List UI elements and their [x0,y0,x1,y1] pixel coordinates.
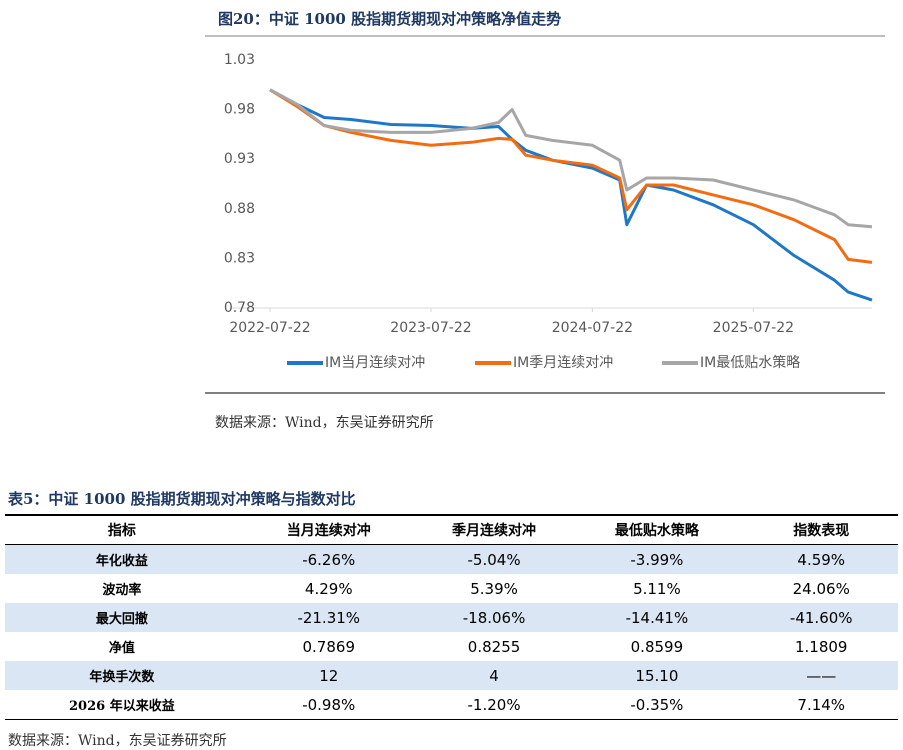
series-line [269,88,873,264]
y-tick-label: 0.93 [224,151,255,167]
table: 指标 当月连续对冲 季月连续对冲 最低贴水策略 指数表现 年化收益 -6.26% -5.04%… [5,514,898,720]
table-cell: 7.14% [744,690,898,720]
x-tick-label: 2022-07-22 [229,320,310,336]
series-line [269,88,873,302]
table-cell: 15.10 [569,661,745,690]
table-row: 波动率 4.29% 5.39% 5.11% 24.06% [5,574,898,603]
table-row: 年换手次数 12 4 15.10 —— [5,661,898,690]
table-cell: 2026 年以来收益 [5,690,239,720]
table-cell: -41.60% [744,603,898,632]
table-cell: -0.35% [569,690,745,720]
table-row: 净值 0.7869 0.8255 0.8599 1.1809 [5,632,898,661]
table-cell: 12 [238,661,419,690]
x-tick-label: 2025-07-22 [713,320,794,336]
column-header: 季月连续对冲 [418,514,570,545]
table-row: 最大回撤 -21.31% -18.06% -14.41% -41.60% [5,603,898,632]
legend-label: IM季月连续对冲 [513,354,613,371]
column-header: 指数表现 [744,514,898,545]
x-tick-label: 2024-07-22 [552,320,633,336]
table-cell: -14.41% [569,603,745,632]
column-header: 最低贴水策略 [569,514,745,545]
table-title: 表5：中证 1000 股指期货期现对冲策略与指数对比 [8,490,356,508]
y-tick-label: 0.83 [224,250,255,266]
table-cell: 0.8255 [467,637,521,656]
chart-source: 数据来源：Wind，东吴证券研究所 [215,415,434,431]
table-cell: -18.06% [418,603,570,632]
y-tick-label: 0.88 [224,201,255,217]
table-cell: 4.29% [304,579,353,598]
table-cell: 1.1809 [794,637,848,656]
table-cell: 年换手次数 [5,661,239,690]
table-row: 2026 年以来收益 -0.98% -1.20% -0.35% 7.14% [5,690,898,720]
table-cell: -5.04% [418,544,570,574]
table-cell: -3.99% [569,544,745,574]
table-cell: 波动率 [102,583,142,598]
table-cell: 0.8599 [630,637,684,656]
legend-label: IM当月连续对冲 [325,354,425,371]
table-cell: 5.39% [470,579,518,598]
column-header: 指标 [5,514,239,545]
table-cell: 最大回撤 [5,603,239,632]
table-cell: 4.59% [744,544,898,574]
x-tick-label: 2023-07-22 [390,320,471,336]
series-line [269,88,873,229]
y-tick-label: 0.78 [224,300,255,316]
table-cell: —— [744,661,898,690]
chart-title: 图20：中证 1000 股指期货期现对冲策略净值走势 [218,10,562,28]
table-row: 年化收益 -6.26% -5.04% -3.99% 4.59% [5,544,898,574]
table-cell: 24.06% [792,579,850,598]
table-cell: 年化收益 [5,544,239,574]
y-tick-label: 1.03 [224,52,255,68]
table-cell: 净值 [108,641,135,656]
table-cell: 0.7869 [302,637,356,656]
table-cell: -1.20% [418,690,570,720]
table-cell: -0.98% [238,690,419,720]
column-header: 当月连续对冲 [238,514,419,545]
chart: 0.78 0.83 0.88 0.93 0.98 1.03 2022-07-22 2023-0… [205,35,885,394]
table-source: 数据来源：Wind，东吴证券研究所 [8,733,227,749]
table-cell: -6.26% [238,544,419,574]
legend-label: IM最低贴水策略 [700,354,800,371]
table-cell: -21.31% [238,603,419,632]
y-tick-label: 0.98 [224,102,255,118]
table-cell: 4 [418,661,570,690]
table-cell: 5.11% [633,579,681,598]
